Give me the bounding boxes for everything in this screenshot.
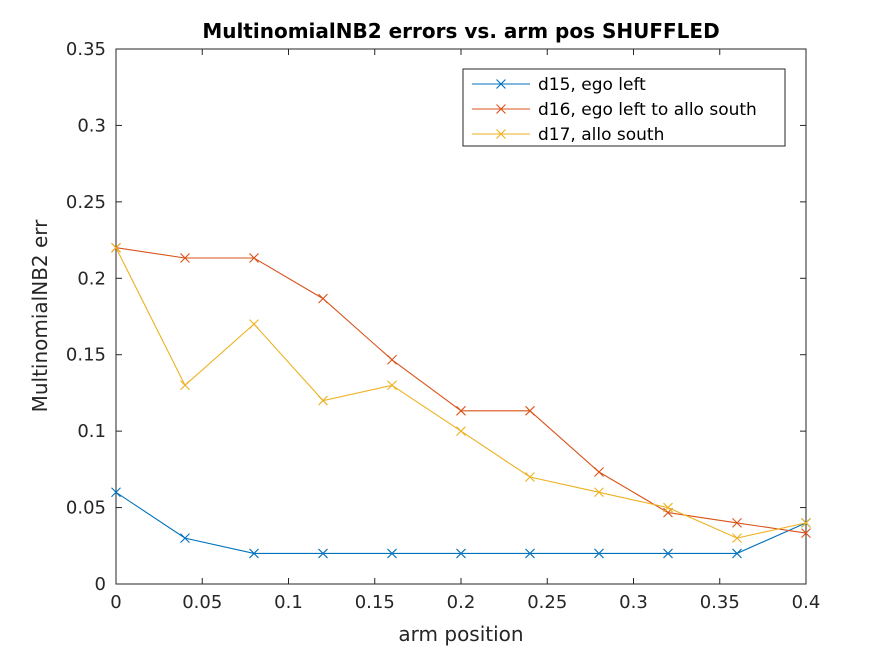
x-axis: 0 0.05 0.1 0.15 0.2 0.25 0.3 0.35 0.4 bbox=[110, 49, 820, 613]
x-axis-label: arm position bbox=[398, 622, 523, 646]
data-point-marker bbox=[525, 472, 535, 482]
x-tick-label: 0.15 bbox=[355, 592, 395, 613]
data-point-marker bbox=[249, 319, 259, 330]
legend-marker-1 bbox=[496, 79, 506, 89]
data-point-marker bbox=[111, 242, 121, 253]
chart-title: MultinomialNB2 errors vs. arm pos SHUFFL… bbox=[202, 19, 719, 43]
x-tick-label: 0.4 bbox=[792, 592, 821, 613]
y-axis: 0 0.05 0.1 0.15 0.2 0.25 0.3 0.35 bbox=[66, 39, 806, 595]
legend-box bbox=[462, 68, 786, 147]
y-axis-label: MultinomialNB2 err bbox=[28, 219, 52, 413]
data-point-marker bbox=[387, 380, 397, 391]
data-point-marker bbox=[318, 548, 328, 559]
y-tick-label: 0 bbox=[95, 574, 106, 595]
data-point-marker bbox=[801, 517, 811, 528]
data-point-marker bbox=[732, 548, 742, 559]
x-tick-label: 0.2 bbox=[447, 592, 476, 613]
data-point-marker bbox=[525, 548, 535, 559]
y-tick-label: 0.1 bbox=[77, 421, 106, 442]
data-point-marker bbox=[525, 405, 535, 416]
data-point-marker bbox=[249, 548, 259, 559]
data-point-marker bbox=[456, 548, 466, 559]
data-point-marker bbox=[249, 253, 259, 263]
y-tick-label: 0.3 bbox=[77, 115, 106, 136]
legend-label-1: d15, ego left bbox=[538, 75, 646, 95]
y-tick-label: 0.2 bbox=[77, 268, 106, 289]
x-tick-label: 0.25 bbox=[527, 592, 567, 613]
data-point-marker bbox=[180, 253, 190, 263]
x-tick-label: 0.1 bbox=[274, 592, 303, 613]
data-point-marker bbox=[456, 405, 466, 416]
data-point-marker bbox=[732, 533, 742, 544]
legend-label-3: d17, allo south bbox=[538, 125, 664, 145]
data-point-marker bbox=[318, 395, 328, 406]
data-point-marker bbox=[801, 528, 811, 538]
data-point-marker bbox=[732, 517, 742, 528]
data-point-marker bbox=[387, 548, 397, 559]
legend-label-2: d16, ego left to allo south bbox=[538, 100, 757, 120]
series-layer bbox=[111, 242, 811, 559]
data-point-marker bbox=[318, 293, 328, 304]
data-point-marker bbox=[594, 467, 604, 477]
data-point-marker bbox=[663, 548, 673, 559]
legend-marker-3 bbox=[496, 129, 506, 139]
legend-marker-2 bbox=[496, 104, 506, 114]
data-point-marker bbox=[180, 380, 190, 391]
x-tick-label: 0 bbox=[110, 592, 121, 613]
data-point-marker bbox=[456, 426, 466, 437]
legend: d15, ego left d16, ego left to allo south… bbox=[462, 68, 786, 147]
data-point-marker bbox=[111, 487, 121, 498]
data-point-marker bbox=[594, 548, 604, 559]
data-point-marker bbox=[387, 354, 397, 365]
data-point-marker bbox=[663, 507, 673, 518]
y-tick-label: 0.35 bbox=[66, 39, 106, 60]
y-tick-label: 0.15 bbox=[66, 345, 106, 366]
data-point-marker bbox=[663, 502, 673, 513]
x-tick-label: 0.05 bbox=[182, 592, 222, 613]
data-point-marker bbox=[180, 533, 190, 544]
data-point-marker bbox=[594, 487, 604, 498]
x-tick-label: 0.3 bbox=[619, 592, 648, 613]
y-tick-label: 0.25 bbox=[66, 192, 106, 213]
y-tick-label: 0.05 bbox=[66, 498, 106, 519]
x-tick-label: 0.35 bbox=[700, 592, 740, 613]
